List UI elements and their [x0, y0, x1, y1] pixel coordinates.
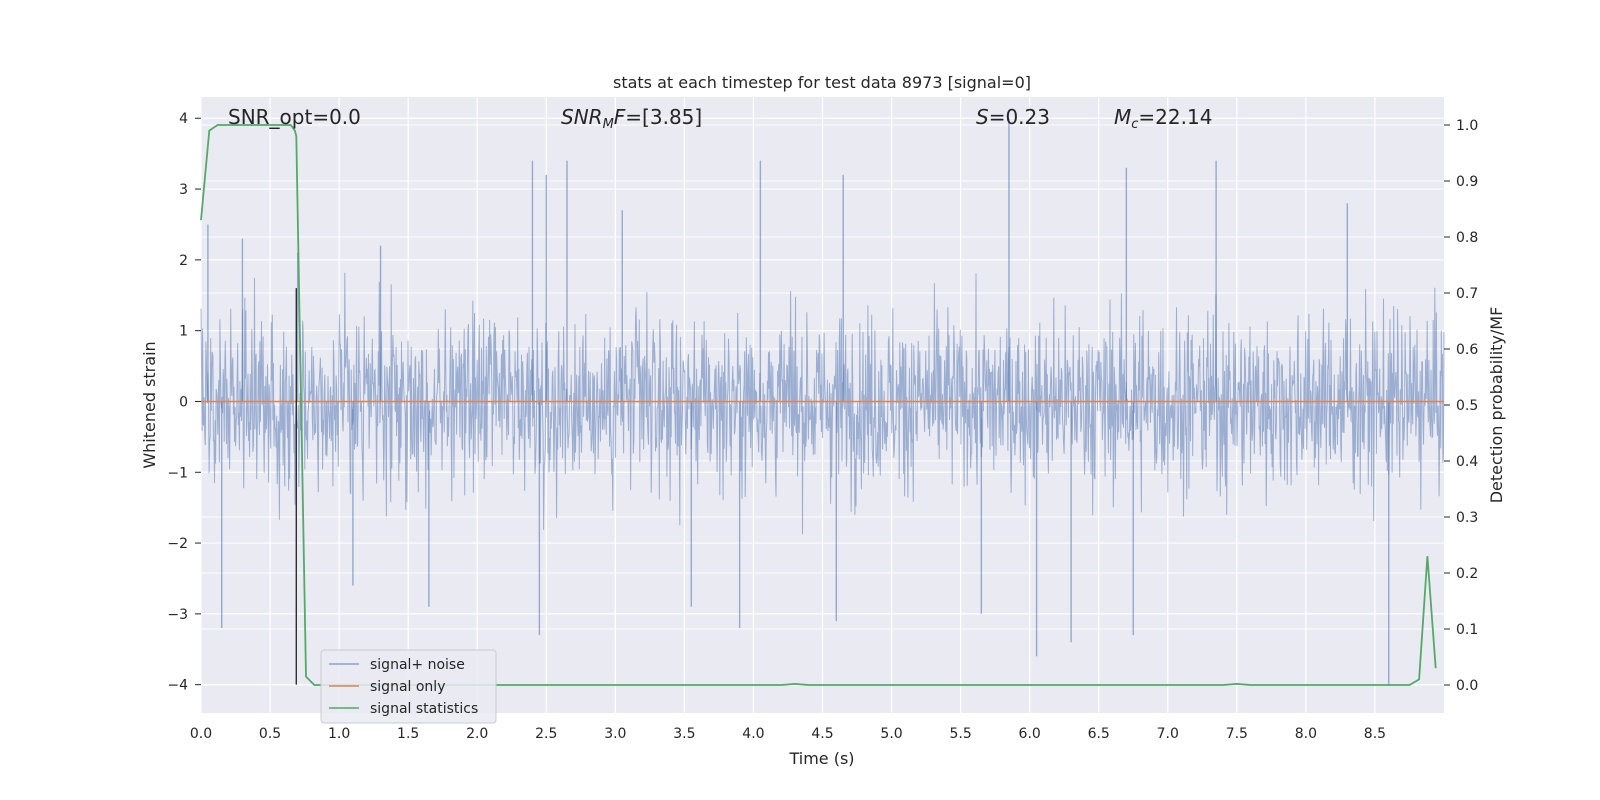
right-tick-label: 0.8: [1456, 230, 1478, 246]
x-tick-label: 3.5: [673, 726, 695, 742]
x-tick-label: 7.0: [1157, 726, 1179, 742]
left-tick-label: 2: [179, 253, 188, 269]
x-axis-label: Time (s): [788, 749, 854, 768]
left-tick-label: −1: [167, 465, 188, 481]
right-tick-label: 0.5: [1456, 398, 1478, 414]
right-tick-label: 0.6: [1456, 342, 1478, 358]
left-tick-label: 0: [179, 394, 188, 410]
x-tick-label: 0.0: [190, 726, 212, 742]
noise-series: [200, 118, 1445, 685]
right-tick-label: 0.2: [1456, 566, 1478, 582]
left-tick-label: −3: [167, 607, 188, 623]
x-tick-label: 1.5: [397, 726, 419, 742]
signal-statistics-series: [200, 124, 1437, 686]
right-axis-ticks: 0.0 0.1 0.2 0.3 0.4 0.5 0.6 0.7 0.8 0.9 1.0: [1444, 118, 1478, 694]
x-tick-label: 1.0: [328, 726, 350, 742]
right-tick-label: 0.3: [1456, 510, 1478, 526]
right-tick-label: 0.7: [1456, 286, 1478, 302]
right-axis-label: Detection probability/MF: [1487, 307, 1506, 504]
x-tick-label: 5.5: [949, 726, 971, 742]
right-tick-label: 0.0: [1456, 678, 1478, 694]
legend: signal+ noise signal only signal statist…: [320, 649, 497, 724]
x-tick-label: 5.0: [880, 726, 902, 742]
right-tick-label: 1.0: [1456, 118, 1478, 134]
x-tick-label: 8.0: [1295, 726, 1317, 742]
left-tick-label: −4: [167, 678, 188, 694]
noise-trace: [200, 272, 1445, 535]
x-axis-ticks: 0.0 0.5 1.0 1.5 2.0 2.5 3.0 3.5 4.0 4.5 5.0 5.5 6.0 6…: [190, 726, 1386, 742]
right-tick-label: 0.9: [1456, 174, 1478, 190]
x-tick-label: 4.5: [811, 726, 833, 742]
right-tick-label: 0.1: [1456, 622, 1478, 638]
signal-statistics-line: [200, 124, 1437, 686]
left-axis-label: Whitened strain: [140, 341, 159, 468]
x-tick-label: 6.0: [1019, 726, 1041, 742]
legend-box: [320, 649, 497, 724]
chart-title: stats at each timestep for test data 897…: [613, 73, 1031, 92]
legend-label-stats: signal statistics: [370, 701, 478, 717]
x-tick-label: 2.0: [466, 726, 488, 742]
x-tick-label: 6.5: [1088, 726, 1110, 742]
x-tick-label: 4.0: [742, 726, 764, 742]
s-annotation: S=0.23: [976, 105, 1050, 129]
left-tick-label: 4: [179, 111, 188, 127]
legend-label-signal: signal only: [370, 679, 445, 695]
x-tick-label: 0.5: [259, 726, 281, 742]
x-tick-label: 7.5: [1226, 726, 1248, 742]
mc-annotation: Mc=22.14: [1114, 105, 1212, 132]
snr-mf-annotation: SNRMF=[3.85]: [561, 105, 702, 132]
legend-label-noise: signal+ noise: [370, 657, 465, 673]
left-tick-label: −2: [167, 536, 188, 552]
left-axis-ticks: −4 −3 −2 −1 0 1 2 3 4: [167, 111, 201, 694]
left-tick-label: 1: [179, 324, 188, 340]
left-tick-label: 3: [179, 182, 188, 198]
x-tick-label: 2.5: [535, 726, 557, 742]
x-tick-label: 8.5: [1364, 726, 1386, 742]
right-tick-label: 0.4: [1456, 454, 1478, 470]
x-tick-label: 3.0: [604, 726, 626, 742]
snr-opt-annotation: SNR_opt=0.0: [228, 105, 361, 129]
